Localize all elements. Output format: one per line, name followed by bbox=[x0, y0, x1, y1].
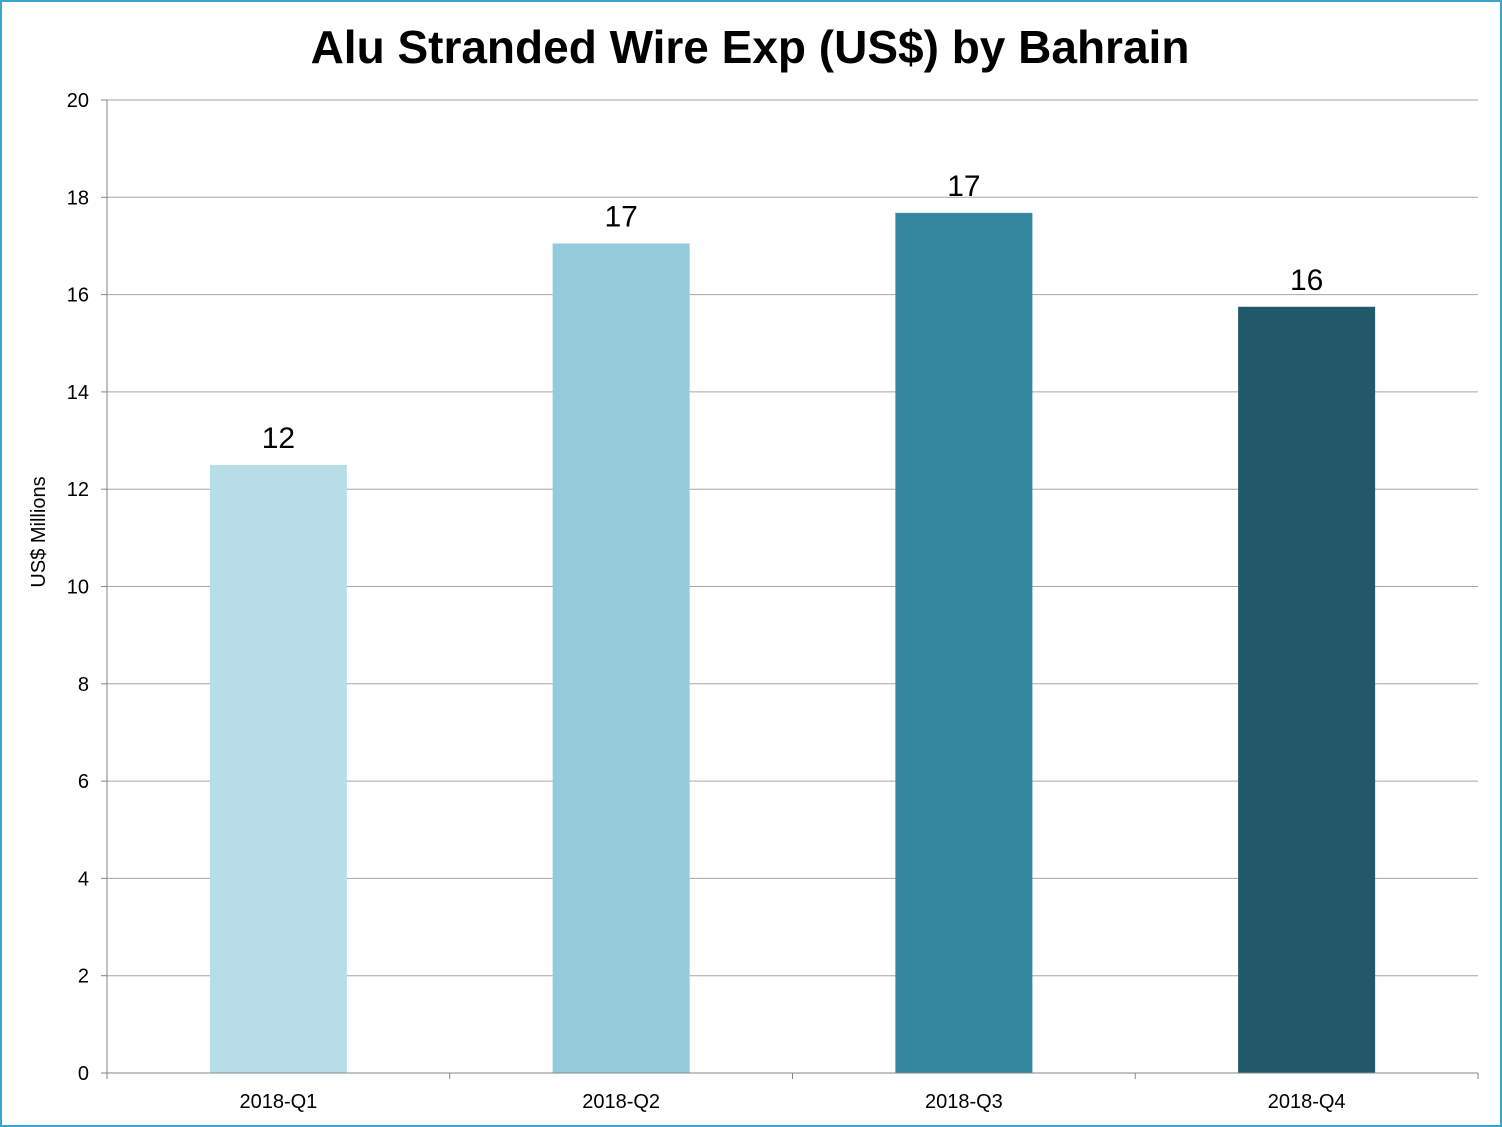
bar bbox=[209, 464, 347, 1073]
data-label: 12 bbox=[262, 422, 295, 455]
bar bbox=[552, 243, 690, 1073]
y-tick-label: 10 bbox=[67, 577, 89, 599]
y-tick-label: 6 bbox=[78, 771, 89, 793]
y-tick-label: 12 bbox=[67, 479, 89, 501]
y-tick-label: 0 bbox=[78, 1063, 89, 1085]
y-tick-label: 8 bbox=[78, 674, 89, 696]
x-tick-label: 2018-Q3 bbox=[925, 1091, 1003, 1113]
y-tick-label: 4 bbox=[78, 868, 89, 890]
data-label: 17 bbox=[604, 201, 637, 234]
y-tick-label: 16 bbox=[67, 285, 89, 307]
data-label: 17 bbox=[947, 170, 980, 203]
x-tick-label: 2018-Q2 bbox=[582, 1091, 660, 1113]
y-tick-labels: 0 2 4 6 8 10 12 14 16 18 20 bbox=[67, 90, 89, 1085]
x-tick-labels: 2018-Q1 2018-Q2 2018-Q3 2018-Q4 bbox=[239, 1091, 1345, 1113]
y-axis-label: US$ Millions bbox=[28, 476, 50, 587]
data-label: 16 bbox=[1290, 264, 1323, 297]
x-tick-label: 2018-Q1 bbox=[239, 1091, 317, 1113]
y-tick-label: 20 bbox=[67, 90, 89, 112]
y-tick-label: 18 bbox=[67, 187, 89, 209]
bars bbox=[209, 212, 1376, 1074]
y-tick-label: 2 bbox=[78, 966, 89, 988]
x-tick-label: 2018-Q4 bbox=[1268, 1091, 1346, 1113]
bar bbox=[895, 212, 1033, 1074]
chart-title: Alu Stranded Wire Exp (US$) by Bahrain bbox=[311, 21, 1190, 73]
data-labels: 12 17 17 16 bbox=[262, 170, 1324, 455]
bar bbox=[1238, 306, 1376, 1073]
axes bbox=[106, 100, 1479, 1079]
y-tick-label: 14 bbox=[67, 382, 89, 404]
